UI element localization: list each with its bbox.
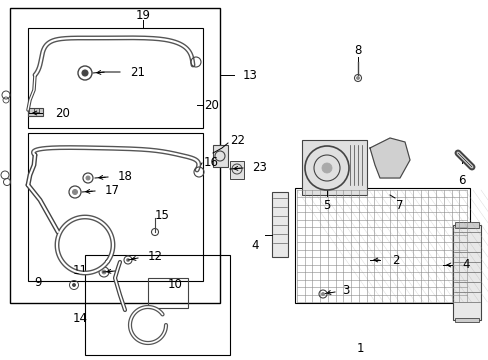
Bar — [85, 255, 229, 355]
Text: 20: 20 — [203, 99, 219, 112]
Bar — [454, 222, 478, 228]
Text: 4: 4 — [251, 239, 258, 252]
Circle shape — [356, 77, 359, 80]
Bar — [10, 8, 220, 303]
Circle shape — [72, 189, 77, 194]
Text: 22: 22 — [229, 134, 244, 147]
Bar — [148, 278, 187, 308]
Circle shape — [126, 258, 129, 261]
Text: 15: 15 — [155, 208, 169, 221]
Text: 10: 10 — [167, 279, 182, 292]
Text: 9: 9 — [34, 276, 41, 289]
Text: 1: 1 — [356, 342, 363, 355]
Bar — [294, 188, 469, 303]
Text: 2: 2 — [391, 253, 399, 266]
Bar — [28, 133, 203, 281]
Text: 21: 21 — [130, 66, 145, 78]
Text: 23: 23 — [251, 161, 266, 174]
Text: 4: 4 — [461, 258, 468, 271]
Text: 3: 3 — [341, 284, 348, 297]
Circle shape — [72, 284, 75, 287]
Circle shape — [86, 176, 90, 180]
Circle shape — [82, 70, 88, 76]
Bar — [28, 108, 43, 116]
Text: 6: 6 — [457, 174, 465, 186]
Text: 7: 7 — [395, 198, 403, 212]
Text: 14: 14 — [72, 311, 87, 324]
Text: 8: 8 — [354, 44, 361, 57]
Bar — [229, 161, 244, 179]
Text: 16: 16 — [203, 156, 219, 168]
Circle shape — [321, 292, 324, 296]
Bar — [454, 318, 478, 322]
Polygon shape — [369, 138, 409, 178]
Bar — [271, 192, 287, 257]
Text: 13: 13 — [243, 68, 257, 81]
Text: 17: 17 — [105, 184, 120, 197]
Bar — [213, 145, 227, 167]
Bar — [302, 140, 366, 195]
Bar — [452, 225, 480, 320]
Text: 18: 18 — [118, 170, 133, 183]
Bar — [28, 28, 203, 128]
Text: 12: 12 — [148, 251, 163, 264]
Circle shape — [102, 270, 106, 274]
Text: 20: 20 — [55, 107, 70, 120]
Text: 5: 5 — [323, 198, 330, 212]
Text: 19: 19 — [135, 9, 150, 22]
Circle shape — [321, 163, 331, 173]
Text: 11: 11 — [73, 265, 88, 278]
